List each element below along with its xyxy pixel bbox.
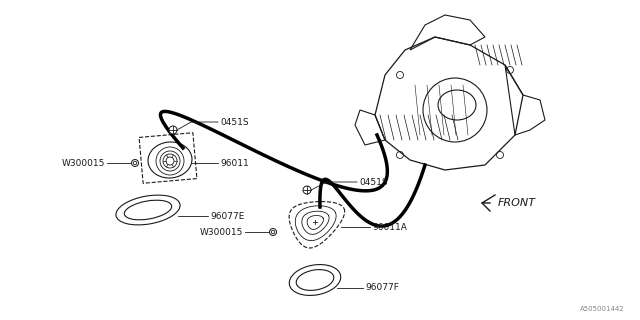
Circle shape — [271, 230, 275, 234]
Text: 0451S: 0451S — [359, 178, 388, 187]
Circle shape — [269, 228, 276, 236]
Circle shape — [169, 126, 177, 134]
Text: W300015: W300015 — [200, 228, 243, 236]
Circle shape — [133, 161, 137, 165]
Text: 96011: 96011 — [220, 158, 249, 167]
Text: 96011A: 96011A — [372, 222, 407, 231]
Circle shape — [303, 186, 311, 194]
Circle shape — [131, 159, 138, 166]
Text: W300015: W300015 — [61, 158, 105, 167]
Text: 96077F: 96077F — [365, 284, 399, 292]
Text: FRONT: FRONT — [498, 198, 536, 208]
Text: A505001442: A505001442 — [580, 306, 625, 312]
Text: 96077E: 96077E — [210, 212, 244, 220]
Text: 0451S: 0451S — [220, 117, 248, 126]
